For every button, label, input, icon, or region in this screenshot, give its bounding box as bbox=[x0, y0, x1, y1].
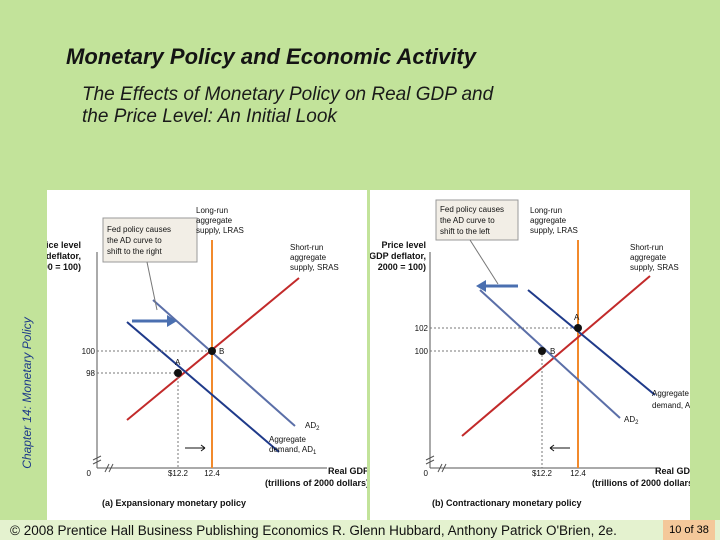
y-axis-break bbox=[425, 455, 435, 465]
chart-contractionary: Price level (GDP deflator, 2000 = 100) A… bbox=[370, 199, 690, 508]
y-axis-label-line-2: (GDP deflator, bbox=[370, 251, 426, 261]
x-axis-break bbox=[437, 463, 447, 473]
x-tick-12-4: 12.4 bbox=[204, 469, 220, 478]
origin-label: 0 bbox=[87, 469, 92, 478]
point-b-label: B bbox=[550, 347, 555, 356]
x-axis-label-1: Real GDP bbox=[655, 466, 690, 476]
callout-pointer bbox=[469, 239, 499, 285]
x-tick-12-4: 12.4 bbox=[570, 469, 586, 478]
ad1-label-2-text: demand, AD bbox=[269, 445, 313, 454]
y-axis-label-line-2: (GDP deflator, bbox=[47, 251, 81, 261]
chapter-side-label: Chapter 14: Monetary Policy bbox=[20, 317, 34, 469]
lras-label-2: aggregate bbox=[196, 216, 233, 225]
lras-label-2: aggregate bbox=[530, 216, 567, 225]
ad2-label-sub: 2 bbox=[635, 420, 639, 426]
y-axis-label-line-3: 2000 = 100) bbox=[378, 262, 426, 272]
shift-left-arrowhead bbox=[476, 280, 486, 292]
y-axis-label-line-1: Price level bbox=[381, 240, 426, 250]
shift-right-arrowhead bbox=[167, 315, 177, 327]
guide-lines bbox=[430, 327, 578, 468]
callout-line-2: the AD curve to bbox=[107, 236, 162, 245]
y-tick-98: 98 bbox=[86, 369, 95, 378]
callout-line-2: the AD curve to bbox=[440, 216, 495, 225]
x-tick-12-2: $12.2 bbox=[532, 469, 553, 478]
point-a bbox=[574, 324, 582, 332]
panel-expansionary: Price level (GDP deflator, 2000 = 100) B… bbox=[47, 190, 367, 520]
sras-label-1: Short-run bbox=[290, 243, 323, 252]
point-b-label: B bbox=[219, 347, 224, 356]
small-shift-arrow bbox=[549, 444, 570, 452]
y-tick-102: 102 bbox=[415, 324, 429, 333]
lras-label-3: supply, LRAS bbox=[196, 226, 244, 235]
x-tick-12-2: $12.2 bbox=[168, 469, 189, 478]
lras-label-3: supply, LRAS bbox=[530, 226, 578, 235]
callout-box bbox=[102, 217, 198, 263]
sras-label-1: Short-run bbox=[630, 243, 663, 252]
ad1-line bbox=[126, 321, 280, 453]
ad2-label-text: AD bbox=[624, 415, 635, 424]
slide-subtitle: The Effects of Monetary Policy on Real G… bbox=[82, 84, 602, 128]
ad2-label: AD2 bbox=[305, 421, 320, 432]
point-b bbox=[208, 347, 216, 355]
subtitle-line-1: The Effects of Monetary Policy on Real G… bbox=[82, 84, 494, 105]
ad1-label-2: demand, AD1 bbox=[269, 445, 317, 456]
ad1-label-2: demand, AD1 bbox=[652, 401, 690, 412]
sras-label-2: aggregate bbox=[630, 253, 667, 262]
y-tick-100: 100 bbox=[82, 347, 96, 356]
y-axis-label-line-3: 2000 = 100) bbox=[47, 262, 81, 272]
x-axis-label-1: Real GDP bbox=[328, 466, 367, 476]
ad1-line bbox=[527, 289, 656, 396]
lras-label-1: Long-run bbox=[530, 206, 562, 215]
chart-expansionary: Price level (GDP deflator, 2000 = 100) B… bbox=[47, 206, 367, 508]
ad1-label-2-text: demand, AD bbox=[652, 401, 690, 410]
ad2-label-text: AD bbox=[305, 421, 316, 430]
sras-label-3: supply, SRAS bbox=[290, 263, 339, 272]
point-b bbox=[538, 347, 546, 355]
lras-label-1: Long-run bbox=[196, 206, 228, 215]
slide-title: Monetary Policy and Economic Activity bbox=[66, 44, 476, 69]
y-axis-label-line-1: Price level bbox=[47, 240, 81, 250]
ad2-label: AD2 bbox=[624, 415, 639, 426]
point-a-label: A bbox=[574, 313, 580, 322]
ad1-label-sub: 1 bbox=[313, 450, 317, 456]
point-a bbox=[174, 369, 182, 377]
callout-line-3: shift to the right bbox=[107, 247, 162, 256]
x-axis-label-2: (trillions of 2000 dollars) bbox=[265, 478, 367, 488]
ad1-label-1: Aggregate bbox=[652, 389, 689, 398]
panel-b-label: (b) Contractionary monetary policy bbox=[432, 498, 582, 508]
page-indicator: 10 of 38 bbox=[663, 520, 715, 540]
origin-label: 0 bbox=[424, 469, 429, 478]
callout-line-3: shift to the left bbox=[440, 227, 491, 236]
callout-line-1: Fed policy causes bbox=[107, 225, 171, 234]
panel-a-label: (a) Expansionary monetary policy bbox=[102, 498, 246, 508]
callout-line-1: Fed policy causes bbox=[440, 205, 504, 214]
guide-lines bbox=[97, 350, 212, 468]
y-axis-break bbox=[92, 455, 102, 465]
panel-contractionary: Price level (GDP deflator, 2000 = 100) A… bbox=[370, 190, 690, 520]
sras-label-3: supply, SRAS bbox=[630, 263, 679, 272]
y-tick-100: 100 bbox=[415, 347, 429, 356]
x-axis-break bbox=[104, 463, 114, 473]
callout-pointer bbox=[146, 261, 158, 311]
copyright-text: © 2008 Prentice Hall Business Publishing… bbox=[10, 523, 617, 538]
subtitle-line-2: the Price Level: An Initial Look bbox=[82, 106, 337, 128]
sras-line bbox=[461, 275, 651, 437]
sras-label-2: aggregate bbox=[290, 253, 327, 262]
ad1-label-1: Aggregate bbox=[269, 435, 306, 444]
footer-bar bbox=[0, 520, 720, 540]
ad2-label-sub: 2 bbox=[316, 426, 320, 432]
callout-box bbox=[435, 199, 519, 241]
small-shift-arrow bbox=[185, 444, 206, 452]
point-a-label: A bbox=[175, 358, 181, 367]
ad2-line bbox=[479, 289, 621, 419]
x-axis-label-2: (trillions of 2000 dollars) bbox=[592, 478, 690, 488]
